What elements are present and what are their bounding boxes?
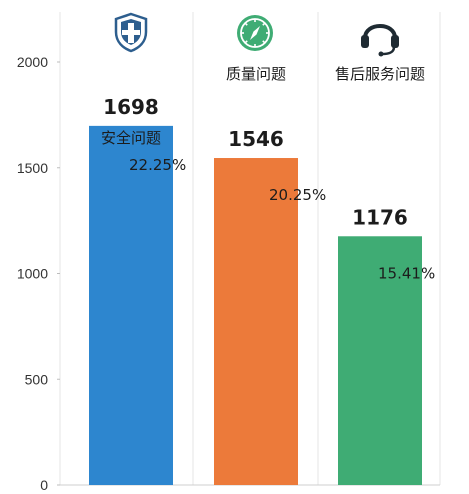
category-icons [114,12,399,57]
data-value-label: 1698 [103,95,159,119]
shield-icon [114,12,148,53]
grid-lines [59,12,441,485]
bars [89,125,422,486]
category-label: 售后服务问题 [335,65,425,83]
y-tick-label: 500 [25,371,49,387]
compass-icon [237,15,273,51]
percent-label: 22.25% [129,156,186,174]
headset-icon [361,24,399,57]
percent-label: 15.41% [378,264,435,282]
category-label: 安全问题 [101,129,161,147]
y-tick-label: 1500 [17,160,48,176]
data-value-label: 1176 [352,205,408,229]
bar-3 [338,236,422,485]
labels: 1698 安全问题 22.25% 1546 质量问题 20.25% 1176 售后服务问题 15… [101,65,435,282]
y-tick-label: 1000 [17,266,48,282]
category-label: 质量问题 [226,65,286,83]
y-tick-label: 0 [40,477,48,493]
percent-label: 20.25% [269,186,326,204]
y-tick-label: 2000 [17,54,48,70]
bar-1 [89,125,173,486]
data-value-label: 1546 [228,127,284,151]
bar-2 [214,158,298,485]
